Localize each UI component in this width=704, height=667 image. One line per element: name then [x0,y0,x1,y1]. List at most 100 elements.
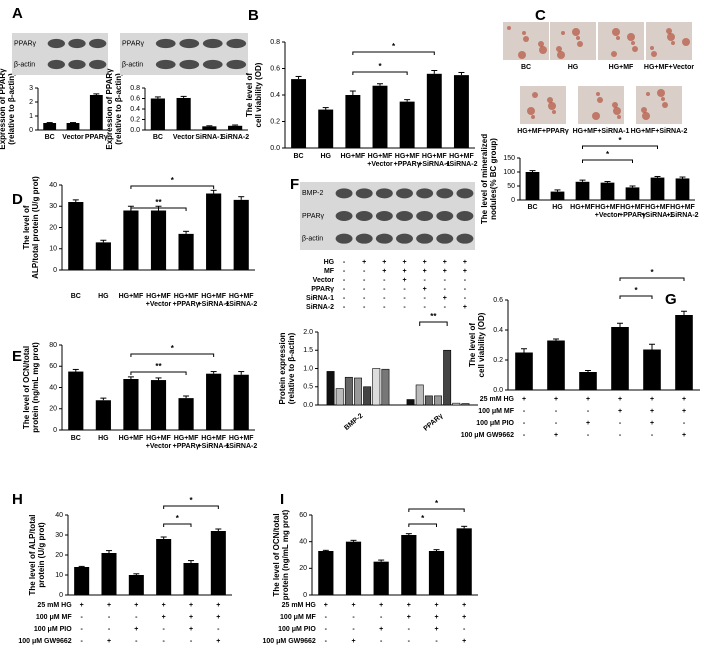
x-tick-label: +SiRNA-1 [198,301,230,308]
treatment-sign: + [402,277,406,284]
x-tick-label: HG+MF [368,153,393,160]
x-tick-label: +SiRNA-1 [641,212,673,219]
x-tick-label: +Vector [146,443,172,450]
y-tick-label: 40 [299,539,307,546]
significance-label: * [171,176,175,185]
stain-spot [556,46,562,52]
y-axis-label: The level of ALP/totalprotein (U/g prot) [28,514,46,595]
bar [150,210,167,270]
bar [372,85,388,148]
x-tick-label: HG [98,293,109,300]
treatment-sign: + [189,614,193,621]
bar [461,403,470,406]
treatment-sign: - [464,295,467,302]
blot-band [179,59,200,70]
treatment-label: 100 μM MF [36,614,73,621]
treatment-label: PPARγ [311,286,334,293]
bar [123,210,139,270]
significance-label: ** [430,312,437,321]
x-tick-label: HG [98,435,109,442]
y-tick-label: 0 [53,427,57,434]
significance-bracket [352,71,408,75]
y-tick-label: 0.6 [270,65,280,72]
significance-label: * [606,150,610,159]
y-axis-label-line: The level of [468,323,477,367]
y-axis-label-line: cell viability (OD) [477,312,486,377]
treatment-sign: + [682,408,686,415]
stain-spot [531,115,535,119]
bar [89,95,103,130]
y-axis-label-line: The level of OCN/total [22,346,31,429]
bar [381,368,390,406]
treatment-sign: - [363,268,366,275]
y-tick-label: 50 [507,183,515,190]
treatment-sign: + [650,408,654,415]
blot-band [47,59,66,70]
bar [206,373,222,430]
treatment-sign: - [363,277,366,284]
bar [68,202,84,270]
treatment-sign: + [362,259,366,266]
y-tick-label: 0.2 [493,357,503,364]
bar [43,123,57,130]
treatment-sign: - [408,638,411,645]
y-tick-label: 20 [49,406,57,413]
treatment-label: SiRNA-2 [306,304,334,311]
treatment-sign: + [522,396,526,403]
blot-label: β-actin [122,61,143,68]
blot-band [68,38,86,49]
x-tick-label: BC [71,293,81,300]
treatment-sign: + [107,602,111,609]
blot-band [355,211,373,221]
significance-bracket [130,207,187,211]
treatment-sign: - [343,295,346,302]
bar [183,563,199,595]
treatment-label: 100 μM GW9662 [461,432,514,439]
y-tick-label: 0 [511,197,515,204]
y-tick-label: 0.4 [493,327,503,334]
blot-band [375,188,393,199]
treatment-sign: + [443,295,447,302]
panel-label: A [12,5,23,22]
significance-bracket [408,508,465,512]
stain-spot [682,38,690,46]
significance-bracket [130,185,215,189]
stain-spot [597,97,603,103]
bar [123,379,139,430]
image-label: HG+MF+SiRNA-1 [573,128,630,135]
treatment-sign: - [325,626,328,633]
bar [156,539,172,595]
y-tick-label: 2 [29,99,33,106]
x-tick-label: HG [320,153,331,160]
x-tick-label: BMP-2 [343,413,364,432]
x-tick-label: PPARγ [85,134,108,141]
y-tick-label: 0.0 [303,402,313,409]
bar [95,400,111,430]
y-axis-label: The level ofALP/total protein (U/g prot) [22,176,40,279]
significance-bracket [582,145,658,149]
treatment-label: 25 mM HG [37,602,72,609]
stain-spot [616,36,620,40]
bar [426,73,442,148]
treatment-sign: - [464,277,467,284]
x-tick-label: PPARγ [422,413,444,433]
treatment-sign: - [408,626,411,633]
y-axis-label: The level of mineralizednodules(% BC gro… [480,134,498,224]
significance-label: * [634,286,638,295]
significance-bracket [163,523,192,527]
blot-band [335,211,353,221]
treatment-sign: + [162,614,166,621]
stain-image [598,22,644,60]
y-tick-label: 10 [55,572,63,579]
bar [399,101,415,148]
y-tick-label: 2.0 [303,329,313,336]
stain-spot [617,115,621,119]
stain-spot [518,51,526,59]
y-tick-label: 40 [49,182,57,189]
y-axis-label-line: nodules(% BC group) [489,138,498,220]
stain-spot [539,46,547,54]
treatment-sign: - [523,408,526,415]
y-tick-label: 100 [503,169,515,176]
stain-spot [651,51,657,57]
y-tick-label: 0.4 [130,106,140,113]
